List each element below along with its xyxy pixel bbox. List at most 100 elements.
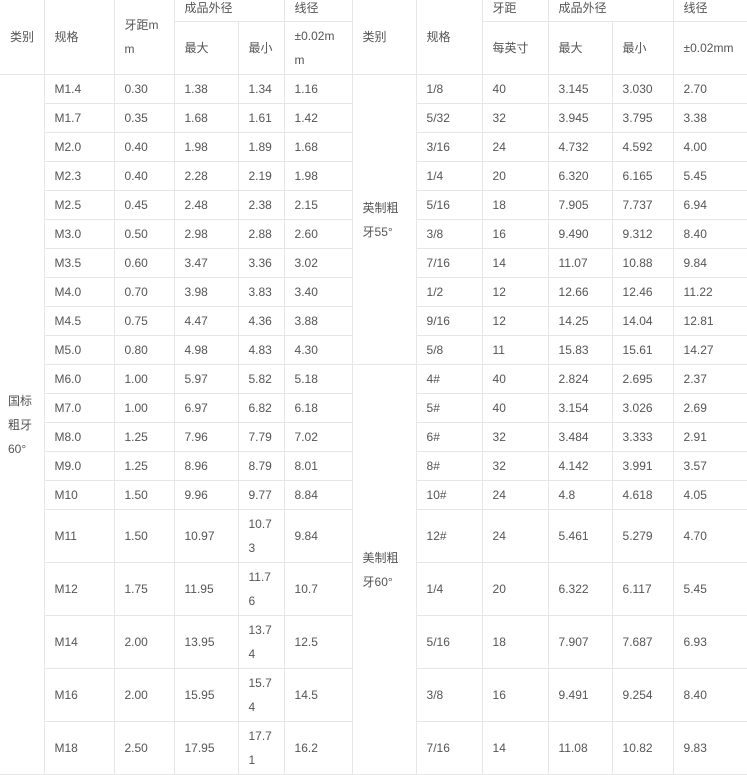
- cell-text: 1.00: [124, 372, 148, 386]
- cell-max-right: 7.905: [547, 190, 613, 220]
- cell-text: 1.98: [294, 169, 318, 183]
- cell-min: 1.89: [237, 132, 285, 162]
- cell-wire: 12.5: [283, 615, 353, 669]
- cell-wire-right: 5.45: [672, 562, 747, 616]
- cell-text: 2.98: [184, 227, 208, 241]
- cell-spec: M12: [44, 562, 115, 616]
- cell-spec-right: 5/16: [415, 615, 483, 669]
- cell-spec-right: 5/8: [415, 335, 483, 365]
- cell-spec: M6.0: [44, 364, 115, 394]
- cell-spec-right: 1/4: [415, 562, 483, 616]
- cell-text: 1.38: [184, 82, 208, 96]
- cell-text: 3.83: [248, 285, 272, 299]
- cell-text: 5.97: [184, 372, 208, 386]
- cell-max: 3.47: [173, 248, 239, 278]
- cell-spec: M1.7: [44, 103, 115, 133]
- table-row: M11 1.50 10.97 10.73 9.84 12# 24 5.461 5.279 4.70: [0, 509, 747, 563]
- cell-per-inch: 24: [481, 132, 549, 162]
- cell-wire-right: 2.91: [672, 422, 747, 452]
- cell-min: 1.61: [237, 103, 285, 133]
- cell-text: 1.25: [124, 459, 148, 473]
- cell-wire-right: 8.40: [672, 668, 747, 722]
- cell-text: M1.7: [54, 111, 82, 125]
- cell-wire: 8.01: [283, 451, 353, 481]
- cell-wire-right: 3.38: [672, 103, 747, 133]
- cell-text: 2.38: [248, 198, 272, 212]
- cell-text: M11: [54, 529, 77, 543]
- cell-spec-right: 7/16: [415, 248, 483, 278]
- cell-max: 4.98: [173, 335, 239, 365]
- cell-text: 0.40: [124, 169, 148, 183]
- cell-min-right: 4.592: [611, 132, 674, 162]
- cell-per-inch: 20: [481, 562, 549, 616]
- cell-text: 14.5: [294, 688, 318, 702]
- cell-text: 10.73: [248, 517, 272, 555]
- cell-max: 17.95: [173, 721, 239, 775]
- cell-text: 1.89: [248, 140, 272, 154]
- header-max-right: 最大: [547, 21, 613, 75]
- cell-text: 13.95: [184, 635, 215, 649]
- cell-max-right: 11.08: [547, 721, 613, 775]
- cell-max-right: 11.07: [547, 248, 613, 278]
- cell-per-inch: 32: [481, 422, 549, 452]
- cell-text: M18: [54, 741, 78, 755]
- cell-wire-right: 2.70: [672, 74, 747, 104]
- cell-max: 3.98: [173, 277, 239, 307]
- cell-wire: 9.84: [283, 509, 353, 563]
- cell-wire: 4.30: [283, 335, 353, 365]
- cell-per-inch: 18: [481, 190, 549, 220]
- cell-text: 10.7: [294, 582, 318, 596]
- header-max: 最大: [174, 21, 239, 75]
- cell-max-right: 3.945: [547, 103, 613, 133]
- cell-spec: M11: [44, 509, 115, 563]
- cell-text: 10.97: [184, 529, 215, 543]
- cell-pitch: 1.25: [113, 451, 175, 481]
- cell-text: M3.5: [54, 256, 82, 270]
- cell-text: 1.42: [294, 111, 318, 125]
- cell-spec: M3.0: [44, 219, 115, 249]
- cell-text: 17.71: [248, 729, 272, 767]
- cell-text: 2.00: [124, 688, 148, 702]
- cell-spec: M18: [44, 721, 115, 775]
- cell-wire: 8.84: [283, 480, 353, 510]
- cell-spec-right: 6#: [415, 422, 483, 452]
- cell-min: 4.83: [237, 335, 285, 365]
- cell-text: 5.82: [248, 372, 272, 386]
- table-row: M14 2.00 13.95 13.74 12.5 5/16 18 7.907 7.687 6.9…: [0, 615, 747, 669]
- header-pitch-right: 牙距: [481, 0, 549, 22]
- cell-pitch: 0.60: [113, 248, 175, 278]
- cell-wire-right: 2.69: [672, 393, 747, 423]
- cell-max-right: 14.25: [547, 306, 613, 336]
- cell-max-right: 9.491: [547, 668, 613, 722]
- cell-text: 2.19: [248, 169, 272, 183]
- cell-spec-right: 8#: [415, 451, 483, 481]
- cell-min-right: 7.687: [611, 615, 674, 669]
- cell-text: 9.96: [184, 488, 208, 502]
- cell-text: 0.60: [124, 256, 148, 270]
- cell-max-right: 2.824: [547, 364, 613, 394]
- table-row: M10 1.50 9.96 9.77 8.84 10# 24 4.8 4.618 4.05: [0, 480, 747, 510]
- cell-text: M2.0: [54, 140, 82, 154]
- cell-spec-right: 3/8: [415, 668, 483, 722]
- cell-spec-right: 1/2: [415, 277, 483, 307]
- header-outer-diameter-right: 成品外径: [547, 0, 674, 22]
- cell-text: 7.02: [294, 430, 318, 444]
- cell-spec-right: 9/16: [415, 306, 483, 336]
- cell-max: 11.95: [173, 562, 239, 616]
- cell-min-right: 3.991: [611, 451, 674, 481]
- cell-max: 13.95: [173, 615, 239, 669]
- cell-max-right: 7.907: [547, 615, 613, 669]
- cell-pitch: 0.40: [113, 132, 175, 162]
- cell-spec: M2.0: [44, 132, 115, 162]
- cell-wire: 1.68: [283, 132, 353, 162]
- cell-wire-right: 9.83: [672, 721, 747, 775]
- cell-wire-right: 9.84: [672, 248, 747, 278]
- cell-text: 7.79: [248, 430, 272, 444]
- cell-pitch: 0.30: [113, 74, 175, 104]
- cell-text: 16.2: [294, 741, 318, 755]
- cell-text: 3.47: [184, 256, 208, 270]
- cell-wire-right: 8.40: [672, 219, 747, 249]
- cell-max: 10.97: [173, 509, 239, 563]
- cell-text: M12: [54, 582, 78, 596]
